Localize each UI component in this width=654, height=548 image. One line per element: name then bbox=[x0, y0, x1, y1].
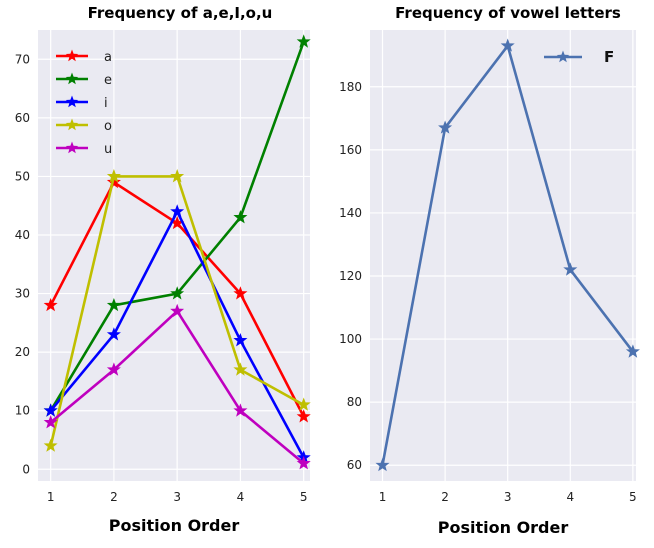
y-tick-label: 160 bbox=[339, 143, 362, 157]
y-tick-label: 140 bbox=[339, 206, 362, 220]
y-tick-label: 100 bbox=[339, 332, 362, 346]
y-tick-label: 120 bbox=[339, 269, 362, 283]
y-tick-label: 40 bbox=[15, 228, 30, 242]
x-tick-label: 1 bbox=[47, 490, 55, 504]
data-point-u bbox=[296, 456, 311, 470]
chart-title: Frequency of a,e,I,o,u bbox=[88, 4, 273, 22]
data-point-o bbox=[170, 169, 185, 183]
data-point-F bbox=[500, 38, 515, 52]
legend-label-e: e bbox=[104, 73, 112, 88]
data-point-o bbox=[296, 397, 311, 411]
data-point-e bbox=[233, 210, 248, 224]
y-tick-label: 50 bbox=[15, 169, 30, 183]
x-tick-label: 4 bbox=[237, 490, 245, 504]
y-tick-label: 60 bbox=[347, 458, 362, 472]
x-axis-label: Position Order bbox=[109, 516, 240, 535]
y-tick-label: 60 bbox=[15, 111, 30, 125]
data-point-a bbox=[43, 297, 58, 312]
data-point-u bbox=[43, 415, 58, 429]
legend-marker-e bbox=[65, 72, 79, 85]
plot-background-1 bbox=[370, 30, 636, 481]
x-tick-label: 4 bbox=[566, 490, 574, 504]
data-point-o bbox=[43, 438, 58, 452]
data-point-e bbox=[106, 297, 121, 312]
y-tick-label: 20 bbox=[15, 345, 30, 359]
legend-marker-u bbox=[65, 141, 79, 154]
y-tick-label: 10 bbox=[15, 404, 30, 418]
legend-marker-o bbox=[65, 118, 79, 131]
legend-marker-a bbox=[65, 49, 79, 62]
data-point-F bbox=[375, 457, 390, 472]
x-tick-label: 3 bbox=[504, 490, 512, 504]
data-point-F bbox=[625, 344, 640, 358]
data-point-e bbox=[296, 34, 311, 48]
data-point-u bbox=[106, 362, 121, 376]
data-point-i bbox=[170, 204, 185, 218]
plot-background-0 bbox=[38, 30, 310, 481]
y-tick-label: 80 bbox=[347, 395, 362, 409]
x-tick-label: 1 bbox=[379, 490, 387, 504]
data-point-F bbox=[438, 120, 453, 134]
y-tick-label: 70 bbox=[15, 52, 30, 66]
data-point-u bbox=[170, 303, 185, 318]
data-point-F bbox=[563, 262, 578, 276]
data-point-o bbox=[106, 169, 121, 183]
legend-label-a: a bbox=[104, 50, 112, 65]
legend-label-u: u bbox=[104, 142, 112, 157]
legend-marker-F bbox=[556, 50, 570, 63]
legend-label-i: i bbox=[104, 96, 108, 111]
data-point-i bbox=[106, 327, 121, 341]
y-tick-label: 180 bbox=[339, 80, 362, 94]
x-tick-label: 5 bbox=[300, 490, 308, 504]
x-axis-label: Position Order bbox=[438, 518, 569, 537]
data-point-a bbox=[233, 286, 248, 300]
x-tick-label: 2 bbox=[110, 490, 118, 504]
y-tick-label: 0 bbox=[22, 462, 30, 476]
data-point-e bbox=[170, 286, 185, 300]
data-point-i bbox=[233, 333, 248, 347]
legend-label-F: F bbox=[604, 48, 614, 66]
y-tick-label: 30 bbox=[15, 287, 30, 301]
data-point-a bbox=[296, 409, 311, 423]
data-point-o bbox=[233, 362, 248, 376]
data-point-i bbox=[43, 403, 58, 417]
legend-label-o: o bbox=[104, 119, 112, 134]
x-tick-label: 5 bbox=[629, 490, 637, 504]
x-tick-label: 2 bbox=[441, 490, 449, 504]
chart-title: Frequency of vowel letters bbox=[395, 4, 621, 22]
legend-marker-i bbox=[65, 95, 79, 108]
data-point-u bbox=[233, 403, 248, 417]
x-tick-label: 3 bbox=[173, 490, 181, 504]
